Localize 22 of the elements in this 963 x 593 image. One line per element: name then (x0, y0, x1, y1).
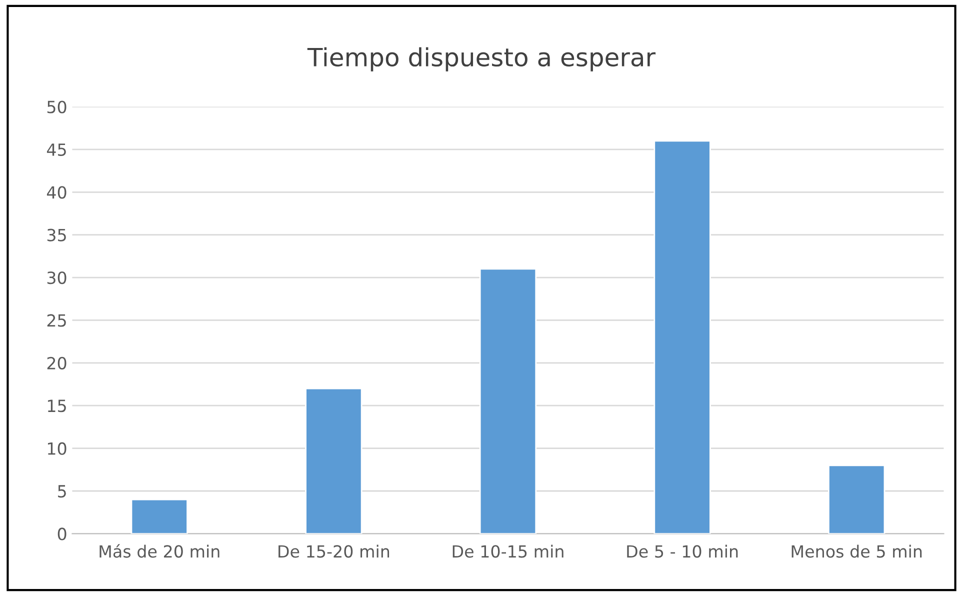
bar (828, 464, 886, 534)
bar (130, 498, 188, 534)
y-tick-label: 20 (47, 356, 66, 370)
bar (479, 268, 537, 534)
x-tick-label: Más de 20 min (100, 544, 220, 558)
x-tick-label: Menos de 5 min (792, 544, 922, 558)
chart-title: Tiempo dispuesto a esperar (307, 47, 656, 72)
y-tick-label: 25 (47, 314, 66, 327)
x-tick-label: De 15-20 min (278, 544, 390, 558)
y-tick-label: 35 (47, 228, 66, 242)
y-tick-label: 40 (46, 186, 66, 199)
x-tick-label: De 5 - 10 min (627, 544, 738, 558)
y-tick-label: 10 (48, 442, 66, 455)
y-tick-label: 50 (47, 100, 66, 114)
y-tick-label: 15 (48, 400, 66, 412)
x-tick-label: De 10-15 min (452, 544, 564, 558)
y-tick-label: 30 (47, 271, 66, 284)
bar (654, 140, 711, 534)
y-tick-label: 0 (58, 528, 66, 540)
y-tick-label: 5 (58, 485, 66, 498)
bar (305, 388, 362, 534)
y-tick-label: 45 (46, 144, 66, 156)
